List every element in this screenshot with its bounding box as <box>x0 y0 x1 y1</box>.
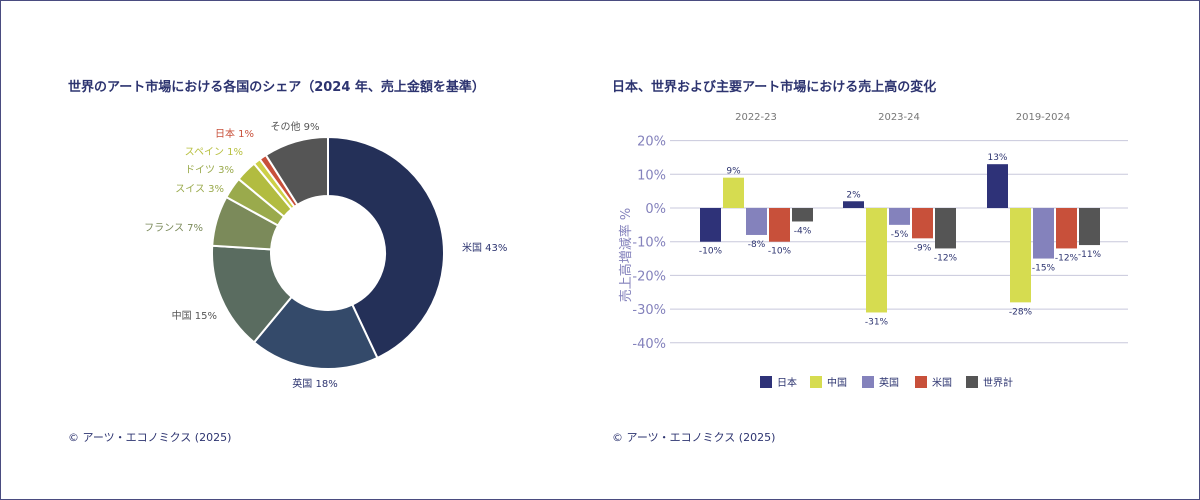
donut-source: © アーツ・エコノミクス (2025) <box>68 431 232 444</box>
data-label: -12% <box>934 253 958 263</box>
data-label: -8% <box>748 240 766 250</box>
bar <box>1079 208 1100 246</box>
bar <box>987 164 1008 208</box>
legend-swatch <box>862 376 874 388</box>
category-label: 2019-2024 <box>1016 112 1071 123</box>
donut-label: フランス 7% <box>144 222 203 234</box>
data-label: -12% <box>1055 253 1079 263</box>
data-label: -4% <box>794 226 812 236</box>
data-label: 9% <box>726 167 741 177</box>
data-label: -10% <box>768 247 792 257</box>
donut-label: スペイン 1% <box>185 147 243 158</box>
data-label: -28% <box>1009 307 1033 317</box>
y-axis-label: 売上高増減率 % <box>618 208 634 303</box>
donut-label: 日本 1% <box>215 127 254 140</box>
y-tick-label: 0% <box>645 202 666 217</box>
bar <box>1056 208 1077 249</box>
donut-label: その他 9% <box>270 120 319 133</box>
y-tick-label: -40% <box>632 337 666 352</box>
donut-label: スイス 3% <box>175 184 224 195</box>
bar <box>746 208 767 235</box>
data-label: -15% <box>1032 264 1056 274</box>
bar <box>723 177 744 208</box>
legend-label: 米国 <box>932 376 952 389</box>
legend-swatch <box>966 376 978 388</box>
bar <box>935 208 956 249</box>
data-label: 2% <box>846 190 861 200</box>
bar <box>866 208 887 313</box>
donut-slice <box>264 135 329 207</box>
y-tick-label: 20% <box>637 135 666 150</box>
y-tick-label: 10% <box>637 168 666 183</box>
donut-label: 英国 18% <box>292 377 337 390</box>
bar-source: © アーツ・エコノミクス (2025) <box>612 431 776 444</box>
y-tick-label: -20% <box>632 269 666 284</box>
bar-chart-title: 日本、世界および主要アート市場における売上高の変化 <box>612 80 937 95</box>
bar <box>1033 208 1054 259</box>
legend-label: 中国 <box>827 376 847 389</box>
y-tick-label: -30% <box>632 303 666 318</box>
data-label: -10% <box>699 247 723 257</box>
bar <box>1010 208 1031 303</box>
data-label: -11% <box>1078 250 1102 260</box>
data-label: -5% <box>891 230 909 240</box>
donut-label: 中国 15% <box>172 309 217 322</box>
donut-label: ドイツ 3% <box>185 165 234 176</box>
y-tick-label: -10% <box>632 236 666 251</box>
legend-label: 世界計 <box>983 376 1013 389</box>
legend-swatch <box>760 376 772 388</box>
donut-slice <box>327 135 445 360</box>
category-label: 2022-23 <box>735 112 777 123</box>
legend-swatch <box>810 376 822 388</box>
bar <box>792 208 813 222</box>
data-label: -9% <box>914 243 932 253</box>
donut-chart-title: 世界のアート市場における各国のシェア（2024 年、売上金額を基準） <box>68 80 485 95</box>
legend-swatch <box>915 376 927 388</box>
bar <box>889 208 910 225</box>
legend-label: 日本 <box>777 376 797 389</box>
donut-label: 米国 43% <box>462 241 507 254</box>
bar <box>769 208 790 242</box>
bar <box>843 201 864 208</box>
bar <box>912 208 933 239</box>
legend-label: 英国 <box>879 376 899 389</box>
category-label: 2023-24 <box>878 112 920 123</box>
bar <box>700 208 721 242</box>
data-label: -31% <box>865 317 889 327</box>
data-label: 13% <box>987 153 1007 163</box>
